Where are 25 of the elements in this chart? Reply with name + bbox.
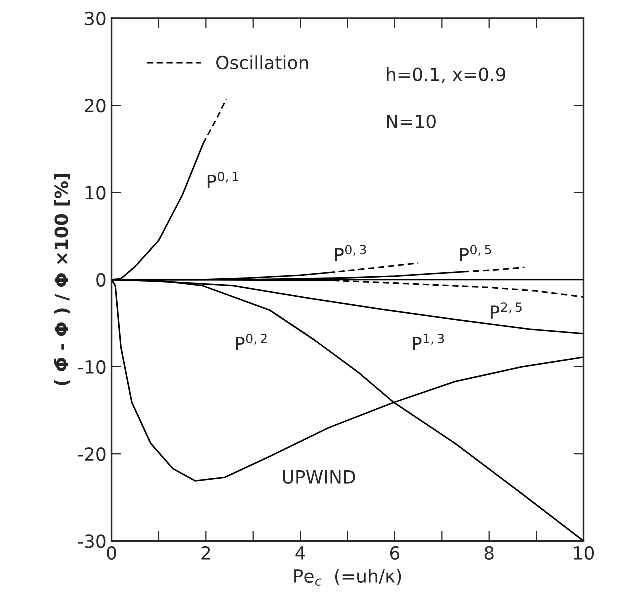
x-axis-title: Pe$_{c}$ (=uh/κ)	[294, 569, 402, 586]
y-tick-label: 0	[96, 273, 106, 287]
annotation: P$^{2,5}$	[491, 302, 522, 319]
x-tick-label: 6	[390, 546, 400, 560]
annotation: P$^{0,1}$	[208, 172, 239, 188]
y-tick-label: 30	[85, 12, 106, 26]
y-tick-label: 10	[86, 186, 106, 200]
annotation: h=0.1, x=0.9	[387, 67, 506, 84]
y-tick-label: -20	[78, 448, 106, 462]
x-tick-label: 10	[574, 546, 594, 560]
x-tick-label: 0	[107, 546, 116, 560]
y-tick-label: -30	[78, 534, 106, 548]
x-tick-label: 8	[484, 546, 494, 560]
y-tick-label: 20	[85, 99, 106, 113]
annotation: P$^{0,2}$	[236, 334, 267, 350]
annotation: P$^{0,3}$	[335, 245, 366, 262]
x-tick-label: 2	[202, 546, 210, 560]
x-tick-label: 4	[296, 546, 306, 560]
annotation: UPWIND	[283, 470, 356, 484]
annotation: P$^{1,3}$	[413, 334, 444, 350]
y-axis-title: ( Φ̄ - Φ ) / Φ ×100 [%]	[54, 174, 70, 386]
annotation: P$^{0,5}$	[460, 245, 492, 262]
annotation: N=10	[387, 114, 436, 128]
y-tick-label: -10	[78, 360, 106, 374]
legend-label: Oscillation	[216, 56, 308, 70]
